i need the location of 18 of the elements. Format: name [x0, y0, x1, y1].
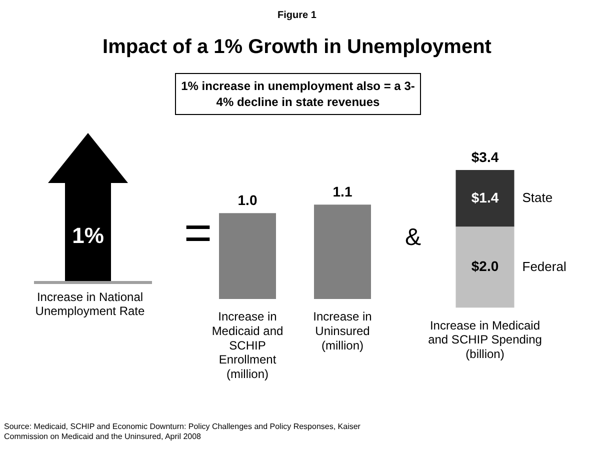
data-label: $1.4: [471, 189, 499, 206]
x-tick-label: Increase in Uninsured (million): [313, 310, 372, 352]
text: 1% increase in unemployment also = a 3-4% decline in state revenues: [175, 73, 421, 115]
text: Increase in National Unemployment Rate: [34, 290, 146, 318]
series-label: State: [522, 190, 553, 205]
annotation: =: [182, 207, 214, 260]
x-tick-label: Increase in Medicaid and SCHIP Enrollment (million): [212, 310, 284, 382]
total-label: $3.4: [471, 148, 499, 165]
x-tick-label: Increase in Medicaid and SCHIP Spending (billion): [428, 318, 542, 362]
data-label: 1.1: [332, 183, 352, 200]
series-label: Federal: [522, 258, 566, 274]
data-label: 1.0: [238, 192, 258, 208]
text: Impact of a 1% Growth in Unemployment: [102, 36, 492, 59]
text: 1%: [71, 223, 105, 249]
data-label: $2.0: [471, 258, 499, 274]
text: &: [404, 224, 422, 252]
source-note: Source: Medicaid, SCHIP and Economic Downturn: Policy Challenges and Policy Responses, Kaiser Commission on Medicaid and the Uninsured, April 2008: [4, 422, 362, 442]
caption: Figure 1: [276, 10, 318, 21]
